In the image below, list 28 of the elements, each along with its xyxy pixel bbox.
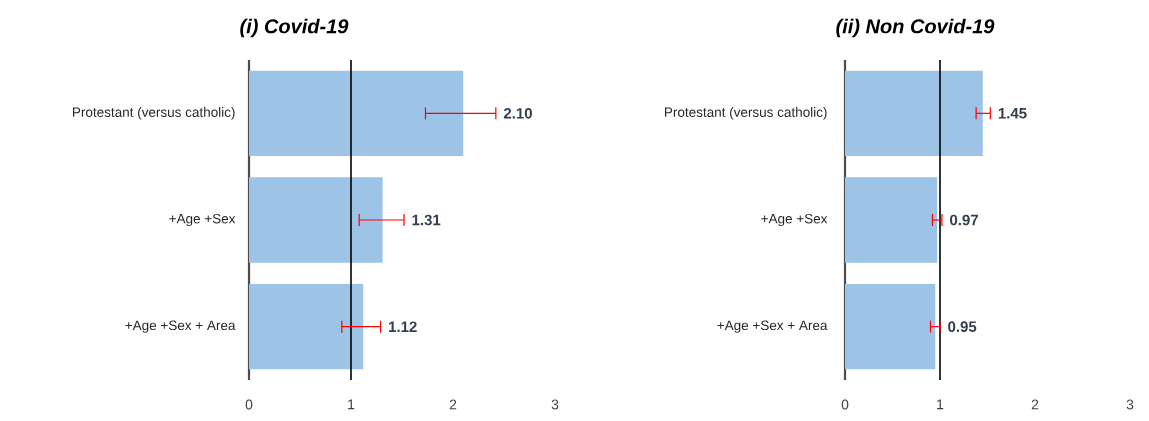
y-tick-label: +Age +Sex: [761, 213, 828, 227]
y-tick-label: +Age +Sex: [169, 213, 236, 227]
bar: [249, 70, 464, 156]
x-tick-label: 2: [449, 399, 457, 410]
y-tick-label: Protestant (versus catholic): [665, 107, 827, 120]
data-label: 1.12: [389, 321, 417, 332]
bar: [845, 70, 983, 156]
x-tick-label: 2: [1031, 399, 1039, 410]
chart-title: (ii) Non Covid-19: [836, 18, 995, 38]
y-tick-label: Protestant (versus catholic): [73, 107, 235, 120]
chart-title: (i) Covid-19: [240, 18, 349, 38]
y-tick-label: +Age +Sex + Area: [717, 320, 828, 333]
x-tick-label: 0: [245, 399, 253, 410]
bar: [845, 177, 938, 263]
x-tick-label: 3: [1126, 399, 1134, 410]
data-label: 0.97: [950, 214, 978, 226]
x-tick-label: 1: [937, 399, 944, 410]
data-label: 0.95: [948, 321, 977, 332]
data-label: 2.10: [503, 108, 532, 119]
y-tick-label: +Age +Sex + Area: [125, 320, 236, 333]
data-label: 1.31: [412, 214, 441, 226]
x-tick-label: 3: [551, 399, 559, 410]
bar: [249, 177, 383, 263]
x-tick-label: 0: [841, 399, 849, 410]
bar: [845, 284, 936, 370]
x-tick-label: 1: [348, 399, 355, 410]
data-label: 1.45: [998, 108, 1027, 119]
bar: [249, 284, 364, 370]
